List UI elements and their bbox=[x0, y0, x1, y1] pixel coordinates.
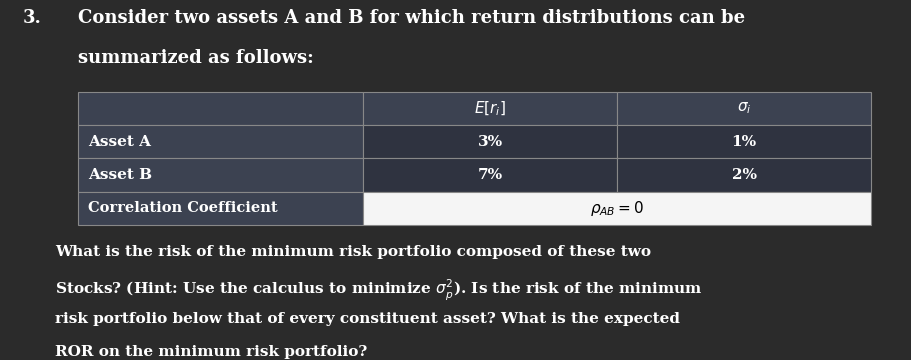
Bar bbox=[77, 92, 363, 125]
Text: 7%: 7% bbox=[477, 168, 502, 182]
Bar bbox=[617, 92, 870, 125]
Text: Consider two assets A and B for which return distributions can be: Consider two assets A and B for which re… bbox=[77, 9, 743, 27]
Text: Asset A: Asset A bbox=[88, 135, 151, 149]
Bar bbox=[617, 158, 870, 192]
Bar bbox=[363, 192, 870, 225]
Text: $\sigma_i$: $\sigma_i$ bbox=[736, 100, 751, 116]
Text: Asset B: Asset B bbox=[88, 168, 152, 182]
Bar bbox=[363, 158, 617, 192]
Bar bbox=[77, 158, 363, 192]
Text: What is the risk of the minimum risk portfolio composed of these two: What is the risk of the minimum risk por… bbox=[55, 245, 650, 259]
Text: $E[r_i]$: $E[r_i]$ bbox=[474, 99, 506, 118]
Text: Stocks? (Hint: Use the calculus to minimize $\sigma_p^2$). Is the risk of the mi: Stocks? (Hint: Use the calculus to minim… bbox=[55, 278, 701, 303]
Text: 3%: 3% bbox=[477, 135, 502, 149]
Text: 1%: 1% bbox=[731, 135, 756, 149]
Text: risk portfolio below that of every constituent asset? What is the expected: risk portfolio below that of every const… bbox=[55, 312, 679, 326]
Bar bbox=[363, 125, 617, 158]
Bar bbox=[77, 125, 363, 158]
Text: 2%: 2% bbox=[731, 168, 756, 182]
Text: summarized as follows:: summarized as follows: bbox=[77, 49, 312, 67]
Text: 3.: 3. bbox=[23, 9, 42, 27]
Text: ROR on the minimum risk portfolio?: ROR on the minimum risk portfolio? bbox=[55, 345, 366, 359]
Bar bbox=[363, 92, 617, 125]
Bar bbox=[77, 192, 363, 225]
Text: Correlation Coefficient: Correlation Coefficient bbox=[88, 201, 278, 215]
Bar bbox=[617, 125, 870, 158]
Text: $\rho_{AB} = 0$: $\rho_{AB} = 0$ bbox=[589, 199, 643, 218]
